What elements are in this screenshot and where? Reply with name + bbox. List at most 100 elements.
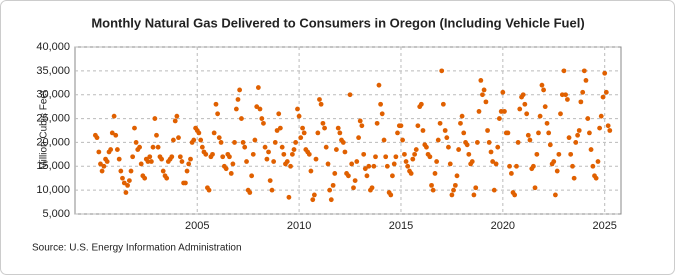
data-point [198,137,204,143]
data-point [446,144,451,150]
data-point [98,161,103,167]
source-note: Source: U.S. Energy Information Administ… [32,243,242,254]
data-point [539,82,545,88]
data-point [271,159,277,164]
data-point [154,132,159,138]
data-point [474,140,480,145]
data-point [230,161,236,167]
data-point [500,89,506,95]
data-point [176,135,181,141]
data-point [493,161,499,167]
data-point [400,137,405,143]
data-point [379,111,385,117]
data-point [366,163,372,169]
data-point [183,180,188,186]
data-point [169,154,175,160]
y-tick-label: 25,000 [36,112,70,124]
data-point [605,123,611,129]
data-point [435,137,441,143]
data-point [216,135,222,141]
data-point [600,94,606,100]
data-point [390,173,395,179]
data-point [322,125,327,131]
data-point [320,120,326,126]
data-point [459,113,465,119]
data-point [488,149,494,155]
y-axis-label: Million Cubic Feet [39,90,50,170]
x-tick-label: 2010 [287,220,311,232]
data-point [556,151,562,157]
data-point [481,87,487,93]
data-point [264,156,270,162]
data-point [327,187,333,193]
data-point [354,159,360,164]
data-point [237,87,243,93]
data-point [508,171,514,176]
data-point [291,147,297,152]
data-point [249,173,255,179]
data-point [188,156,193,162]
data-point [565,97,570,102]
data-point [300,125,305,131]
data-point [430,187,436,193]
y-tick-label: 5,000 [42,208,70,220]
data-point [373,154,378,160]
data-point [266,149,271,155]
data-point [298,135,304,141]
data-point [109,130,115,136]
data-point [573,140,579,145]
data-point [199,144,205,150]
y-tick-label: 10,000 [36,184,70,196]
data-point [315,130,321,136]
data-point [437,120,443,126]
data-point [132,125,137,131]
data-point [571,175,577,181]
data-point [374,120,380,126]
data-point [595,159,601,164]
data-point [395,130,400,136]
data-point [408,171,414,176]
data-point [588,147,594,152]
data-point [464,142,470,148]
data-point [108,147,114,152]
data-point [412,151,418,157]
data-point [116,156,122,162]
data-point [398,123,404,129]
data-point [362,166,368,172]
data-point [480,92,485,98]
data-point [159,156,164,162]
data-point [391,161,397,167]
data-point [99,168,105,174]
data-point [211,130,217,136]
data-point [551,159,557,164]
data-point [250,151,256,157]
data-point [520,92,526,98]
data-point [384,163,390,169]
data-point [369,185,375,191]
data-point [440,101,446,107]
data-point [491,187,497,193]
data-point [383,154,389,160]
data-point [186,161,192,167]
x-tick-label: 2020 [491,220,515,232]
data-point [330,182,336,188]
data-point [413,147,419,152]
data-point [259,116,265,121]
data-point [133,140,139,145]
data-point [147,154,153,160]
data-point [349,161,355,167]
data-point [232,140,237,145]
data-point [210,151,215,157]
data-point [317,97,322,102]
data-point [174,113,180,119]
data-point [148,159,154,164]
data-point [602,70,608,76]
data-point [603,89,609,95]
data-point [469,159,475,164]
data-point [418,101,424,107]
data-point [583,78,589,83]
data-point [235,97,241,102]
data-point [242,144,248,150]
data-point [486,140,492,145]
data-point [244,159,249,164]
